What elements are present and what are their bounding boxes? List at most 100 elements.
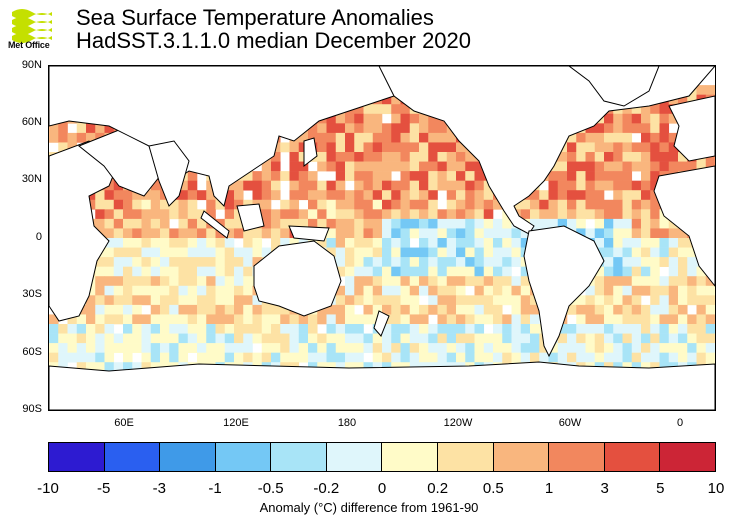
anomaly-cell: [160, 228, 170, 239]
anomaly-cell: [132, 362, 142, 373]
anomaly-cell: [696, 266, 707, 277]
anomaly-cell: [668, 276, 679, 287]
lat-label: 90N: [21, 59, 42, 71]
anomaly-cell: [345, 161, 355, 172]
anomaly-cell: [271, 314, 281, 325]
anomaly-cell: [502, 324, 512, 334]
anomaly-cell: [659, 324, 670, 334]
anomaly-cell: [382, 218, 392, 229]
anomaly-cell: [132, 199, 142, 210]
anomaly-cell: [252, 238, 263, 248]
anomaly-cell: [382, 142, 392, 153]
anomaly-cell: [271, 343, 281, 353]
anomaly-cell: [437, 238, 448, 248]
anomaly-cell: [178, 228, 189, 239]
anomaly-cell: [123, 362, 133, 373]
anomaly-cell: [197, 238, 207, 248]
anomaly-cell: [141, 352, 152, 363]
anomaly-cell: [520, 314, 531, 325]
anomaly-cell: [280, 199, 290, 210]
anomaly-cell: [289, 343, 300, 353]
anomaly-cell: [206, 285, 216, 296]
anomaly-cell: [641, 238, 651, 248]
anomaly-cell: [446, 304, 457, 315]
anomaly-cell: [197, 190, 207, 201]
anomaly-cell: [613, 113, 623, 124]
anomaly-cell: [400, 132, 411, 143]
lon-label: 60W: [558, 417, 582, 429]
anomaly-cell: [613, 180, 623, 191]
anomaly-cell: [419, 209, 429, 220]
anomaly-cell: [49, 352, 59, 363]
anomaly-cell: [132, 276, 142, 287]
anomaly-cell: [631, 314, 642, 325]
anomaly-cell: [604, 324, 614, 334]
anomaly-cell: [409, 295, 420, 306]
anomaly-cell: [123, 218, 133, 229]
anomaly-cell: [234, 228, 244, 239]
anomaly-cell: [668, 132, 679, 143]
anomaly-cell: [456, 276, 466, 287]
asia-landmass: [49, 66, 430, 207]
anomaly-cell: [234, 295, 244, 306]
anomaly-cell: [123, 257, 133, 267]
anomaly-cell: [400, 209, 411, 220]
anomaly-cell: [104, 199, 115, 210]
anomaly-cell: [243, 228, 253, 239]
anomaly-cell: [604, 343, 614, 353]
anomaly-cell: [372, 104, 383, 115]
anomaly-cell: [530, 209, 540, 220]
anomaly-cell: [659, 238, 670, 248]
anomaly-cell: [243, 171, 253, 181]
anomaly-cell: [493, 266, 503, 277]
anomaly-cell: [705, 352, 715, 363]
anomaly-cell: [345, 324, 355, 334]
anomaly-cell: [659, 352, 670, 363]
anomaly-cell: [678, 257, 688, 267]
anomaly-cell: [261, 314, 272, 325]
anomaly-cell: [354, 295, 364, 306]
anomaly-cell: [354, 266, 364, 277]
anomaly-cell: [428, 171, 438, 181]
anomaly-cell: [224, 343, 235, 353]
anomaly-cell: [641, 190, 651, 201]
anomaly-cell: [530, 314, 540, 325]
anomaly-cell: [548, 209, 559, 220]
anomaly-cell: [289, 209, 300, 220]
anomaly-cell: [483, 285, 494, 296]
anomaly-cell: [437, 161, 448, 172]
anomaly-cell: [372, 343, 383, 353]
anomaly-cell: [678, 238, 688, 248]
anomaly-cell: [187, 324, 198, 334]
anomaly-cell: [483, 228, 494, 239]
anomaly-cell: [187, 304, 198, 315]
anomaly-cell: [456, 209, 466, 220]
anomaly-cell: [308, 333, 318, 344]
colorbar-swatch: [271, 443, 327, 471]
anomaly-cell: [224, 276, 235, 287]
anomaly-cell: [622, 228, 633, 239]
anomaly-cell: [409, 161, 420, 172]
anomaly-cell: [335, 238, 346, 248]
anomaly-cell: [298, 180, 309, 191]
anomaly-cell: [261, 209, 272, 220]
anomaly-cell: [650, 171, 660, 181]
anomaly-cell: [419, 247, 429, 258]
anomaly-cell: [631, 266, 642, 277]
anomaly-cell: [243, 180, 253, 191]
anomaly-cell: [594, 171, 605, 181]
anomaly-cell: [409, 343, 420, 353]
anomaly-cell: [372, 142, 383, 153]
anomaly-cell: [678, 343, 688, 353]
anomaly-cell: [567, 199, 577, 210]
anomaly-cell: [391, 142, 401, 153]
anomaly-cell: [123, 209, 133, 220]
anomaly-cell: [58, 324, 68, 334]
anomaly-cell: [298, 352, 309, 363]
anomaly-cell: [622, 180, 633, 191]
anomaly-cell: [206, 257, 216, 267]
anomaly-cell: [354, 352, 364, 363]
anomaly-cell: [622, 113, 633, 124]
anomaly-cell: [474, 324, 485, 334]
anomaly-cell: [382, 199, 392, 210]
